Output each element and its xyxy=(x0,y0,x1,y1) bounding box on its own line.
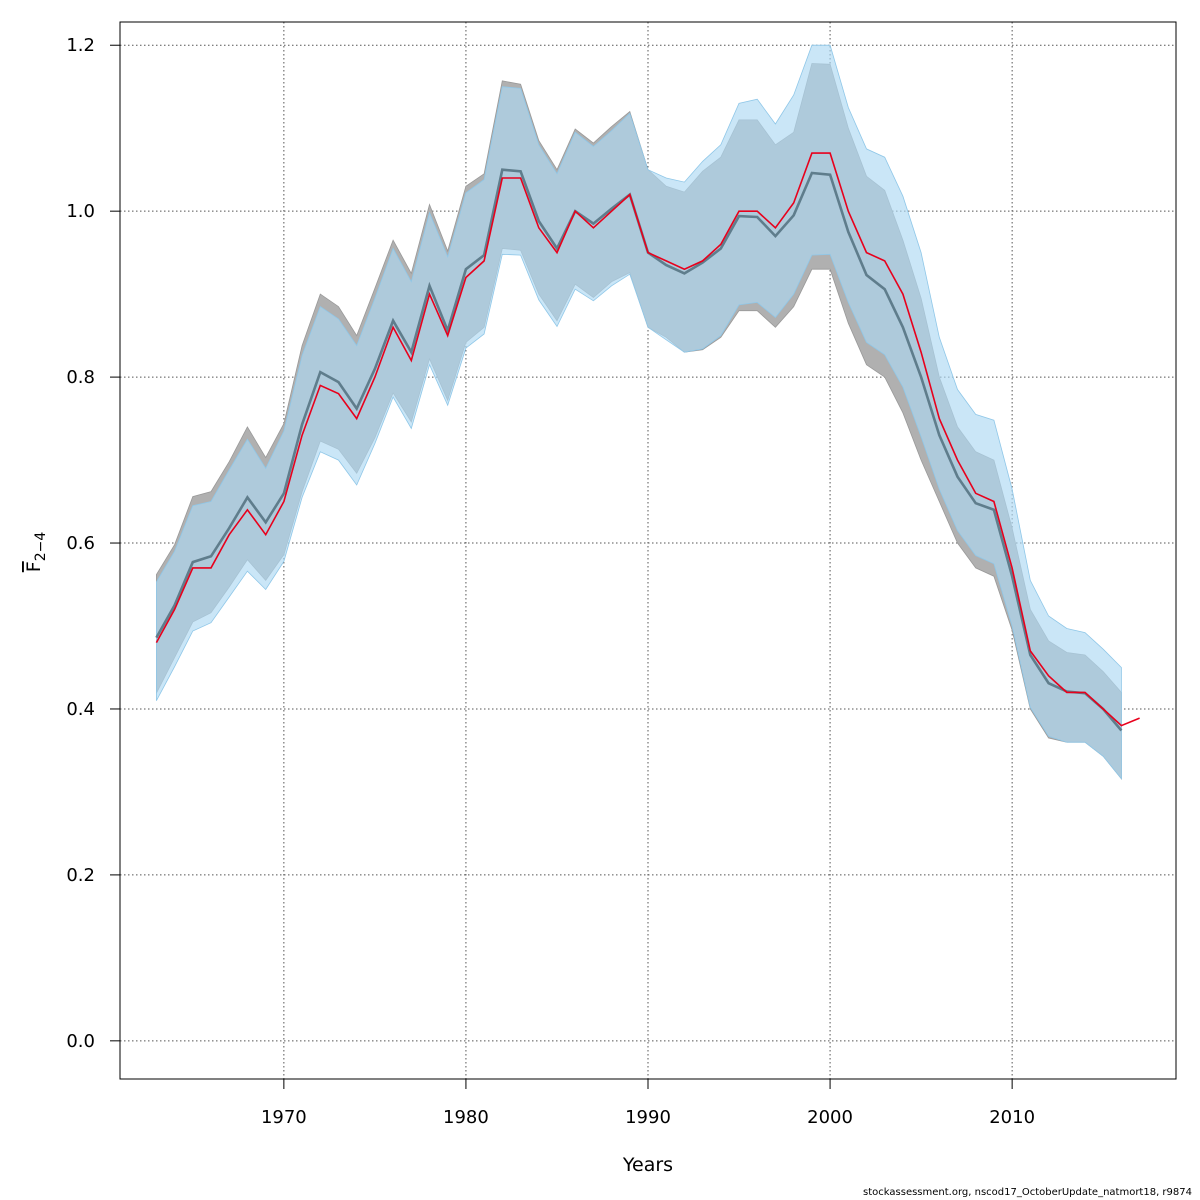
x-tick-label: 1990 xyxy=(625,1107,671,1128)
confidence-bands xyxy=(156,44,1122,780)
footer-credit: stockassessment.org, nscod17_OctoberUpda… xyxy=(863,1187,1192,1198)
y-tick-label: 1.0 xyxy=(66,201,95,222)
y-tick-label: 0.6 xyxy=(66,533,95,554)
x-tick-label: 1980 xyxy=(443,1107,489,1128)
x-axis: 1970 1980 1990 2000 2010 xyxy=(261,1079,1035,1128)
y-tick-label: 1.2 xyxy=(66,35,95,56)
series-lines xyxy=(155,152,1140,732)
x-tick-label: 1970 xyxy=(261,1107,307,1128)
y-tick-label: 0.8 xyxy=(66,367,95,388)
y-axis-label: F2−4 xyxy=(23,532,49,573)
svg-text:F2−4: F2−4 xyxy=(23,532,49,573)
y-axis: 0.0 0.2 0.4 0.6 0.8 1.0 1.2 xyxy=(66,35,120,1052)
y-axis-label-main: F xyxy=(23,561,45,572)
y-axis-label-sub: 2−4 xyxy=(33,532,49,562)
y-tick-label: 0.4 xyxy=(66,699,95,720)
x-tick-label: 2010 xyxy=(989,1107,1035,1128)
x-axis-label: Years xyxy=(622,1154,673,1176)
blue-confidence-band xyxy=(156,44,1122,780)
x-tick-label: 2000 xyxy=(807,1107,853,1128)
y-tick-label: 0.2 xyxy=(66,865,95,886)
y-tick-label: 0.0 xyxy=(66,1031,95,1052)
red-estimate-line xyxy=(155,152,1140,727)
